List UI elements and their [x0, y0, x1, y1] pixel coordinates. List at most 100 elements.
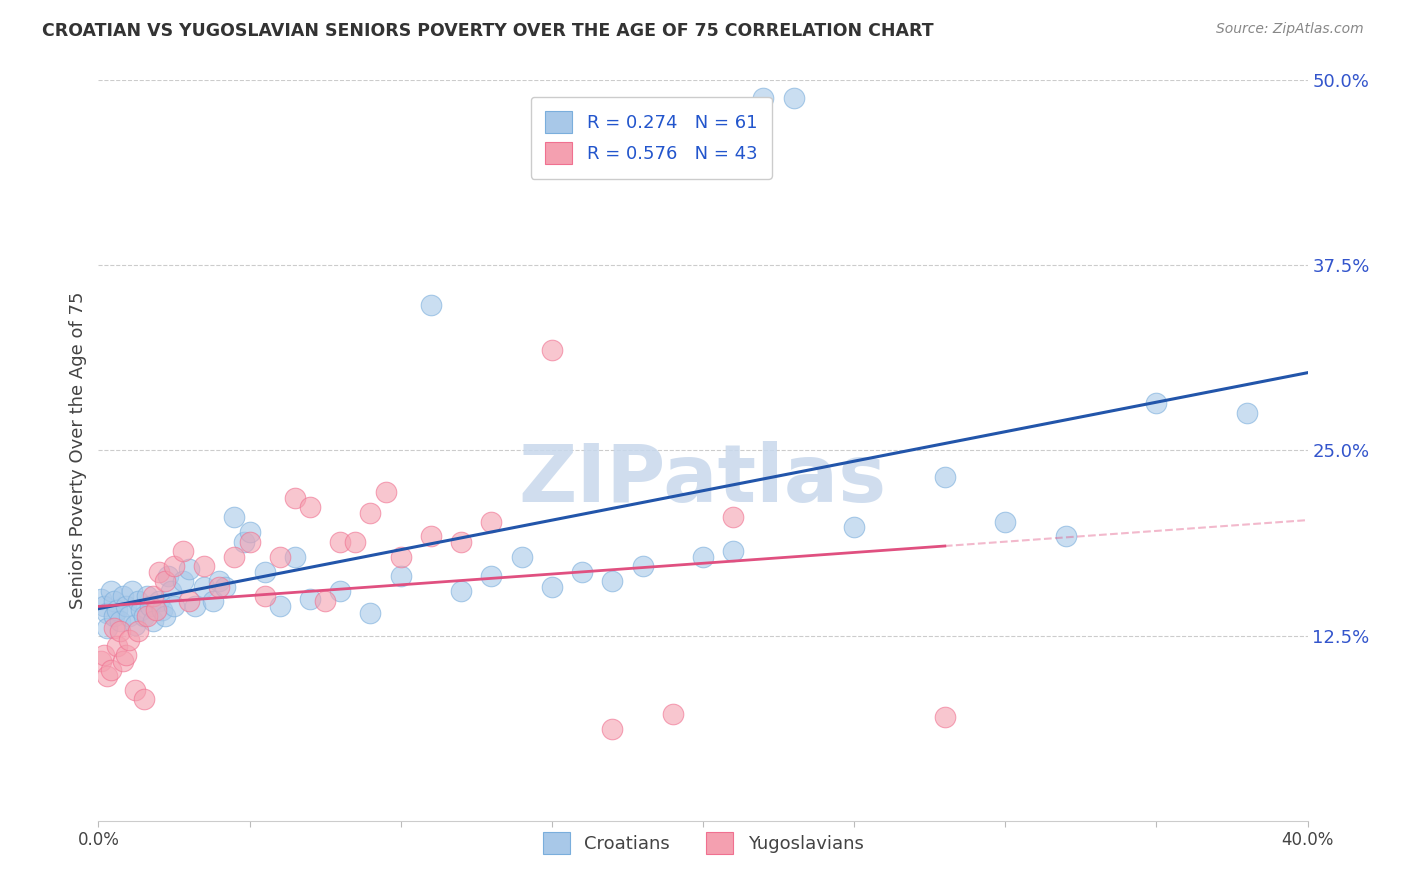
Point — [153, 574, 176, 588]
Point — [661, 706, 683, 721]
Point — [1054, 529, 1077, 543]
Point — [100, 584, 122, 599]
Point — [172, 574, 194, 588]
Point — [202, 594, 225, 608]
Point — [299, 500, 322, 514]
Point — [253, 565, 276, 579]
Point — [193, 580, 215, 594]
Point — [105, 639, 128, 653]
Point — [540, 580, 562, 594]
Point — [723, 544, 745, 558]
Point — [142, 589, 165, 603]
Point — [163, 558, 186, 573]
Point — [631, 558, 654, 573]
Y-axis label: Seniors Poverty Over the Age of 75: Seniors Poverty Over the Age of 75 — [69, 292, 87, 609]
Point — [1236, 407, 1258, 421]
Point — [111, 589, 134, 603]
Point — [752, 91, 775, 105]
Point — [269, 550, 291, 565]
Point — [114, 648, 136, 662]
Point — [1144, 396, 1167, 410]
Point — [783, 91, 806, 105]
Point — [224, 510, 246, 524]
Point — [179, 594, 201, 608]
Point — [692, 550, 714, 565]
Point — [172, 544, 194, 558]
Text: ZIPatlas: ZIPatlas — [519, 441, 887, 519]
Point — [571, 565, 593, 579]
Point — [118, 609, 141, 624]
Legend: Croatians, Yugoslavians: Croatians, Yugoslavians — [533, 823, 873, 863]
Point — [389, 569, 412, 583]
Point — [148, 594, 170, 608]
Point — [232, 535, 254, 549]
Point — [269, 599, 291, 613]
Point — [420, 298, 443, 312]
Point — [360, 607, 382, 621]
Point — [540, 343, 562, 357]
Point — [184, 599, 207, 613]
Point — [96, 668, 118, 682]
Point — [124, 683, 146, 698]
Point — [193, 558, 215, 573]
Point — [208, 580, 231, 594]
Point — [934, 710, 956, 724]
Point — [934, 470, 956, 484]
Point — [132, 609, 155, 624]
Point — [114, 599, 136, 613]
Point — [132, 692, 155, 706]
Point — [103, 621, 125, 635]
Point — [481, 515, 503, 529]
Point — [224, 550, 246, 565]
Point — [135, 609, 157, 624]
Point — [208, 574, 231, 588]
Point — [510, 550, 533, 565]
Point — [374, 484, 396, 499]
Point — [148, 565, 170, 579]
Point — [100, 663, 122, 677]
Point — [723, 510, 745, 524]
Point — [142, 614, 165, 628]
Point — [329, 535, 352, 549]
Point — [121, 584, 143, 599]
Point — [108, 624, 131, 639]
Point — [450, 584, 472, 599]
Point — [994, 515, 1017, 529]
Point — [360, 506, 382, 520]
Point — [481, 569, 503, 583]
Point — [844, 520, 866, 534]
Point — [239, 524, 262, 539]
Point — [90, 591, 112, 606]
Point — [299, 591, 322, 606]
Point — [103, 609, 125, 624]
Point — [214, 580, 236, 594]
Point — [127, 594, 149, 608]
Point — [150, 603, 173, 617]
Point — [253, 589, 276, 603]
Point — [139, 599, 162, 613]
Point — [389, 550, 412, 565]
Point — [602, 722, 624, 736]
Point — [602, 574, 624, 588]
Point — [314, 594, 336, 608]
Point — [420, 529, 443, 543]
Text: CROATIAN VS YUGOSLAVIAN SENIORS POVERTY OVER THE AGE OF 75 CORRELATION CHART: CROATIAN VS YUGOSLAVIAN SENIORS POVERTY … — [42, 22, 934, 40]
Point — [111, 654, 134, 668]
Point — [239, 535, 262, 549]
Point — [145, 603, 167, 617]
Point — [156, 569, 179, 583]
Point — [96, 607, 118, 621]
Point — [163, 599, 186, 613]
Point — [105, 603, 128, 617]
Point — [108, 614, 131, 628]
Point — [96, 621, 118, 635]
Point — [450, 535, 472, 549]
Point — [160, 584, 183, 599]
Point — [124, 618, 146, 632]
Point — [90, 654, 112, 668]
Point — [135, 589, 157, 603]
Point — [127, 624, 149, 639]
Point — [153, 609, 176, 624]
Point — [329, 584, 352, 599]
Point — [103, 594, 125, 608]
